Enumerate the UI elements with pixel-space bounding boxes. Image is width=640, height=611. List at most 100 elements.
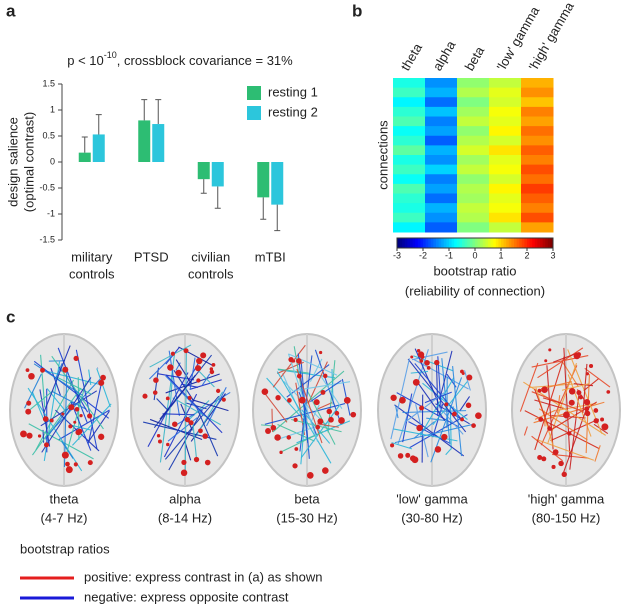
brain-node xyxy=(222,398,226,402)
brain-node xyxy=(43,416,49,422)
brain-node xyxy=(274,434,281,441)
error-bar xyxy=(96,115,102,135)
y-axis-label: connections xyxy=(375,120,390,190)
brain-node xyxy=(20,430,27,437)
brain-node xyxy=(576,390,581,395)
brain-node xyxy=(444,402,448,406)
brain-node xyxy=(435,446,441,452)
brain-node xyxy=(100,375,106,381)
brain-node xyxy=(600,418,604,422)
brain-node xyxy=(61,412,64,415)
brain-node xyxy=(471,423,476,428)
brain-node xyxy=(196,358,202,364)
heatmap-cell xyxy=(393,97,426,107)
x-tick-label: military xyxy=(71,249,113,264)
brain-node xyxy=(68,404,74,410)
brain-node xyxy=(196,378,200,382)
y-tick-label: 0.5 xyxy=(42,130,55,140)
brain-node xyxy=(338,417,345,424)
heatmap-cell xyxy=(425,165,458,175)
y-tick-label: -0.5 xyxy=(39,182,55,192)
heatmap-cell xyxy=(521,78,554,88)
brain-node xyxy=(452,412,457,417)
brain-node xyxy=(142,394,147,399)
brain-node xyxy=(398,453,404,459)
colorbar-tick-label: 0 xyxy=(472,250,477,260)
brain-node xyxy=(579,395,583,399)
heatmap-cell xyxy=(425,213,458,223)
brain-node xyxy=(166,443,170,447)
title-superscript: -10 xyxy=(104,50,117,60)
brain-node xyxy=(390,443,394,447)
brain-node xyxy=(419,406,424,411)
brain-node xyxy=(586,372,589,375)
bar xyxy=(198,162,210,179)
brain-node xyxy=(175,370,181,376)
brain-node xyxy=(202,433,208,439)
brain-node xyxy=(327,409,332,414)
heatmap-cell xyxy=(425,145,458,155)
heatmap-cell xyxy=(521,136,554,146)
heatmap-cell xyxy=(521,184,554,194)
brain-node xyxy=(551,465,555,469)
heatmap-cell xyxy=(521,145,554,155)
bar xyxy=(271,162,283,205)
brain-node xyxy=(26,401,31,406)
y-axis-label: (optimal contrast) xyxy=(21,112,36,212)
brain-node xyxy=(569,388,576,395)
x-tick-label: controls xyxy=(188,266,234,281)
brain-node xyxy=(153,390,158,395)
brain-node xyxy=(475,412,482,419)
heatmap-cell xyxy=(425,136,458,146)
brain-node xyxy=(297,374,302,379)
brain-node xyxy=(601,423,608,430)
brain-label: 'low' gamma xyxy=(396,491,468,506)
brain-node xyxy=(413,379,420,386)
brain-node xyxy=(434,360,439,365)
brain-node xyxy=(200,352,206,358)
brain-node xyxy=(466,375,472,381)
brain-node xyxy=(593,408,598,413)
brain-node xyxy=(26,368,30,372)
colorbar-label: (reliability of connection) xyxy=(405,283,545,298)
brain-range: (15-30 Hz) xyxy=(276,510,337,525)
panel-letter: b xyxy=(352,1,362,20)
brain-node xyxy=(416,425,422,431)
brain-node xyxy=(271,425,277,431)
brain-node xyxy=(25,409,31,415)
heatmap-cell xyxy=(489,78,522,88)
heatmap-cell xyxy=(521,155,554,165)
heatmap-cell xyxy=(521,174,554,184)
brain-node xyxy=(279,451,282,454)
x-tick-label: civilian xyxy=(191,249,230,264)
brain-node xyxy=(66,466,73,473)
error-bar xyxy=(201,179,207,193)
heatmap-cell xyxy=(425,222,458,232)
brain-node xyxy=(541,386,548,393)
brain-node xyxy=(585,411,591,417)
heatmap-cell xyxy=(489,165,522,175)
heatmap-cell xyxy=(457,184,490,194)
heatmap-cell xyxy=(489,184,522,194)
brain-node xyxy=(424,360,430,366)
x-tick-label: PTSD xyxy=(134,249,169,264)
brain-range: (80-150 Hz) xyxy=(532,510,601,525)
brain-node xyxy=(335,411,340,416)
heatmap-cell xyxy=(489,213,522,223)
brain-node xyxy=(547,426,551,430)
brain-node xyxy=(198,428,203,433)
brain-label: alpha xyxy=(169,491,202,506)
brain-node xyxy=(158,440,162,444)
brain-node xyxy=(262,388,269,395)
heatmap-cell xyxy=(489,88,522,98)
brain-node xyxy=(210,367,213,370)
heatmap-cell xyxy=(393,88,426,98)
heatmap-cell xyxy=(521,117,554,127)
bar xyxy=(257,162,269,197)
heatmap-cell xyxy=(393,107,426,117)
heatmap-cell xyxy=(457,97,490,107)
brain-node xyxy=(584,399,590,405)
bar xyxy=(152,124,164,162)
brain-node xyxy=(538,389,542,393)
heatmap-cell xyxy=(457,107,490,117)
